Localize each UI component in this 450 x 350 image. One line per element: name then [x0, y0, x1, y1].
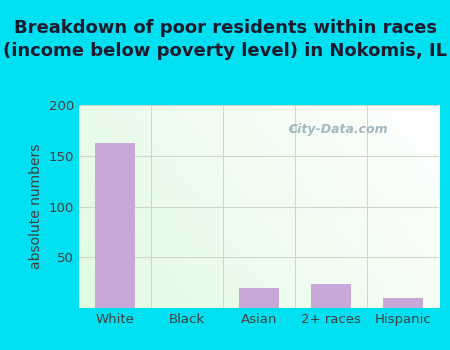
Bar: [239, 288, 279, 308]
Text: Breakdown of poor residents within races
(income below poverty level) in Nokomis: Breakdown of poor residents within races…: [3, 19, 447, 60]
Y-axis label: absolute numbers: absolute numbers: [29, 144, 43, 269]
Bar: [311, 284, 351, 308]
Text: ⊙: ⊙: [288, 123, 298, 136]
Bar: [383, 298, 423, 308]
Text: City-Data.com: City-Data.com: [288, 123, 388, 136]
Bar: [95, 142, 135, 308]
